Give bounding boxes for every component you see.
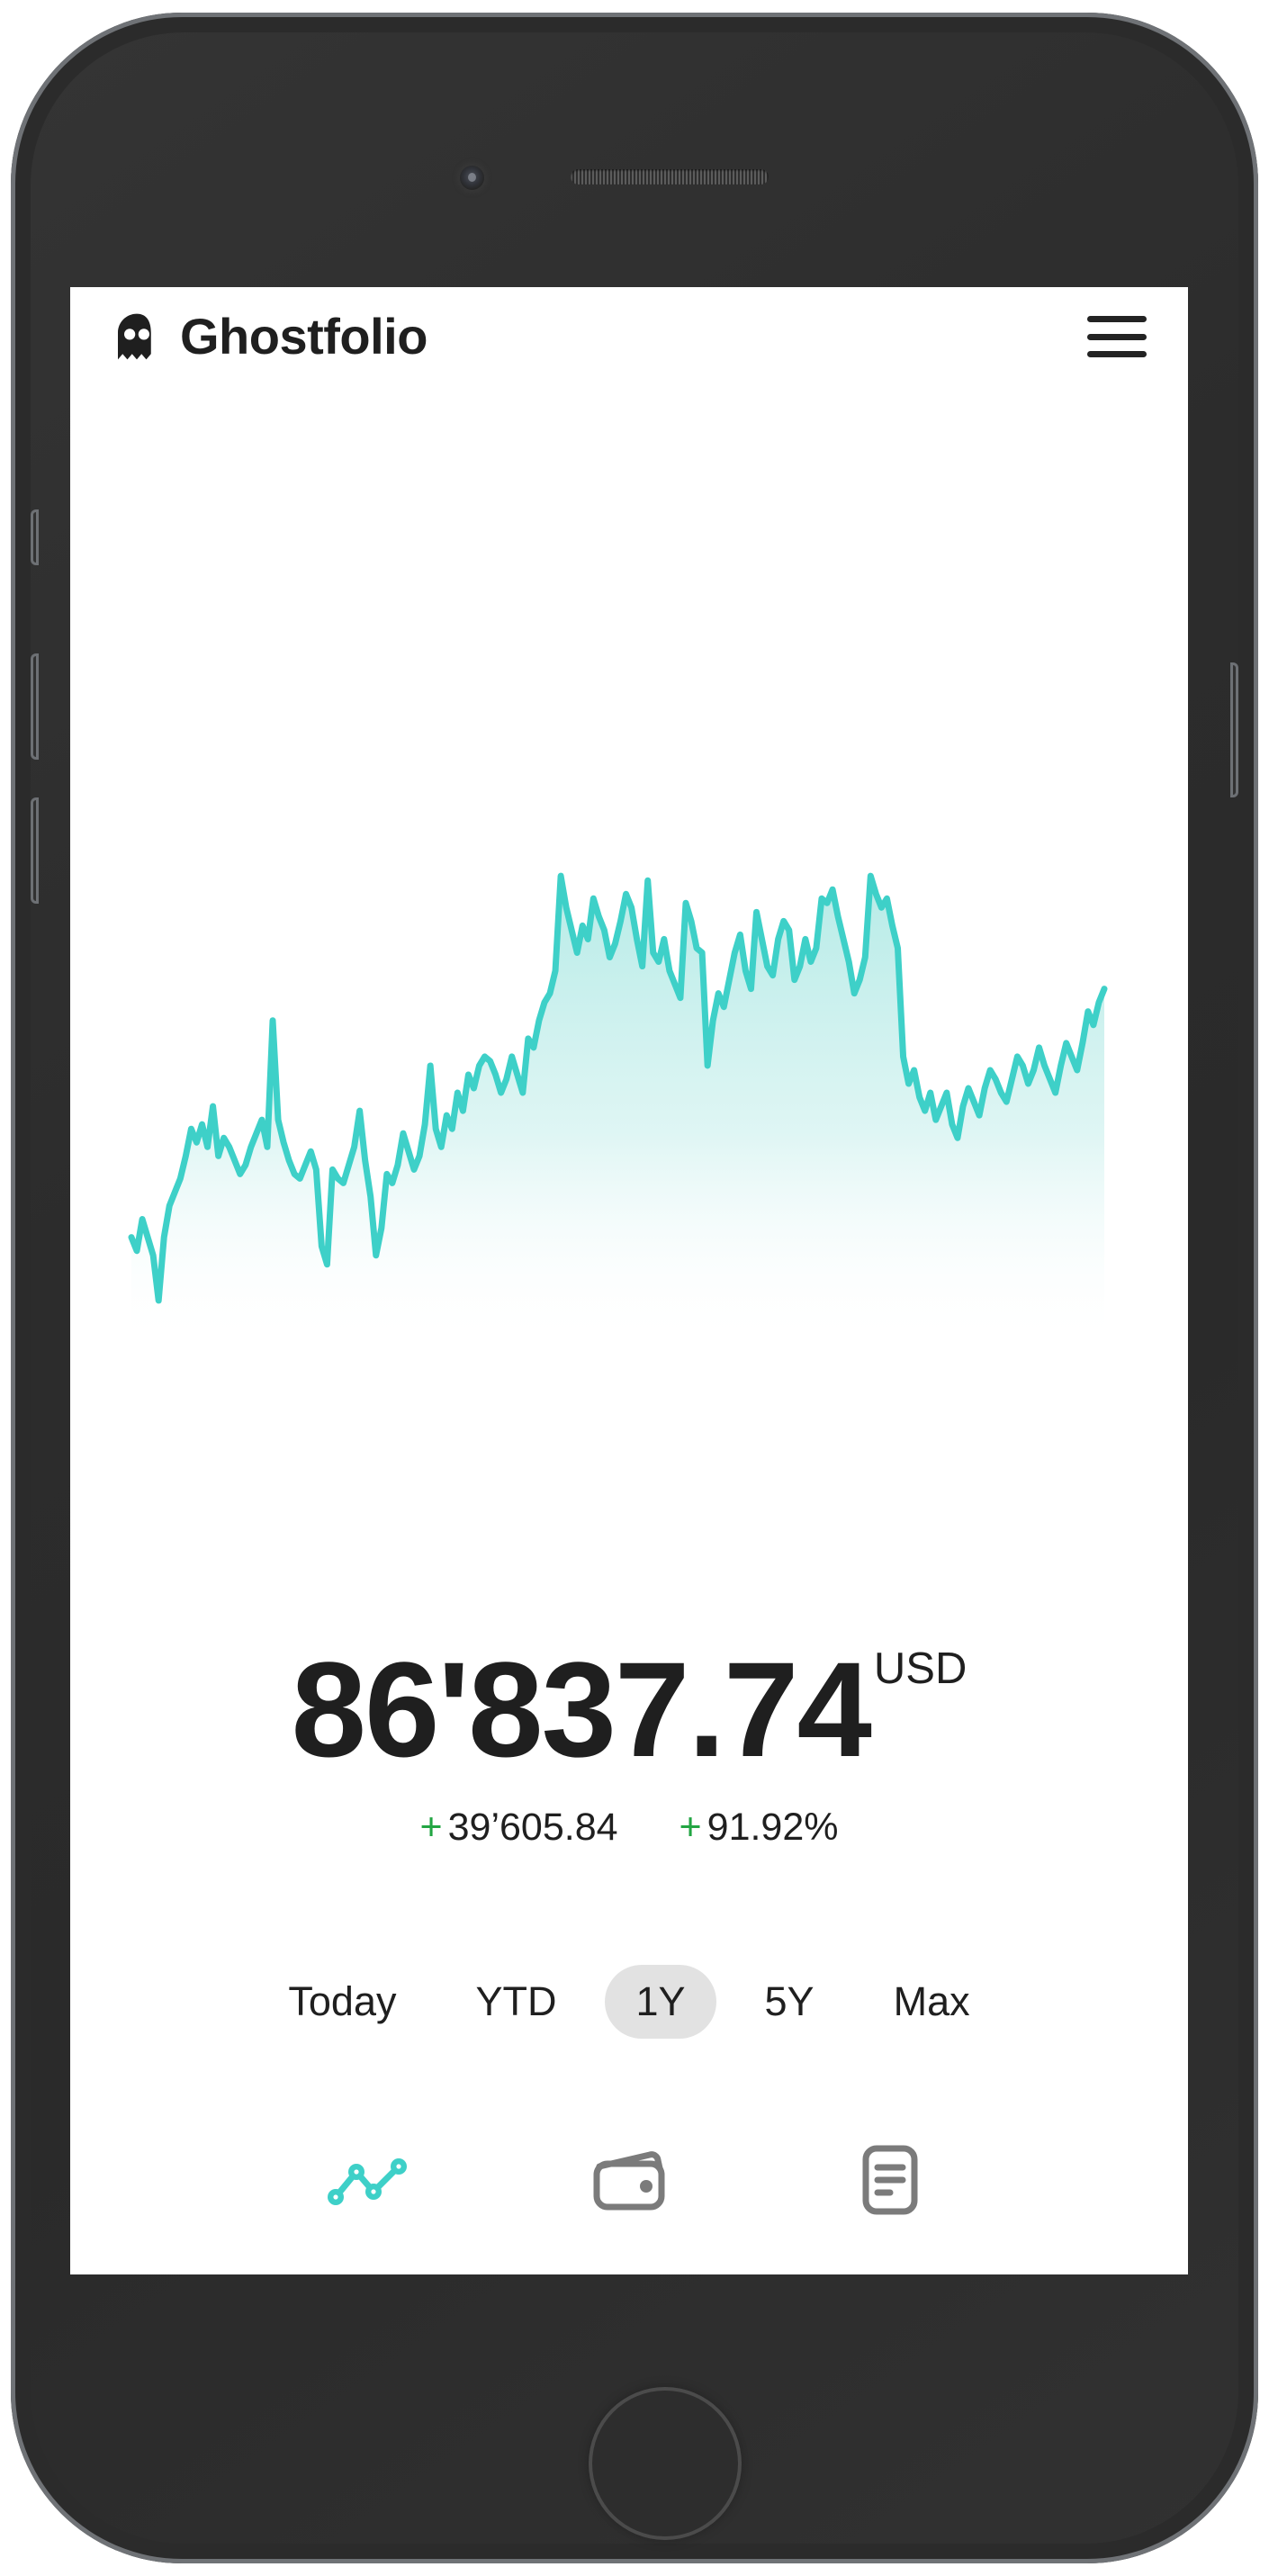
silent-switch-button[interactable]	[31, 509, 39, 565]
range-today-button[interactable]: Today	[257, 1965, 427, 2039]
front-camera-icon	[460, 166, 484, 190]
absolute-change-value: 39’605.84	[447, 1806, 618, 1849]
volume-up-button[interactable]	[31, 653, 39, 760]
app-header: Ghostfolio	[70, 287, 1188, 386]
portfolio-performance-chart[interactable]	[70, 824, 1188, 1346]
portfolio-change-row: +39’605.84 +91.92%	[70, 1806, 1188, 1850]
absolute-change-sign: +	[419, 1806, 443, 1849]
hamburger-line	[1087, 316, 1147, 322]
wallet-icon	[593, 2151, 665, 2211]
percent-change: +91.92%	[680, 1806, 839, 1850]
range-1y-button[interactable]: 1Y	[605, 1965, 716, 2039]
nav-item-accounts[interactable]	[580, 2139, 679, 2220]
portfolio-value: 86'837.74	[291, 1634, 872, 1785]
performance-area-chart	[128, 872, 1108, 1346]
portfolio-currency: USD	[873, 1644, 968, 1693]
phone-screen: Ghostfolio	[70, 287, 1188, 2274]
earpiece-speaker	[571, 169, 769, 185]
range-max-button[interactable]: Max	[863, 1965, 1001, 2039]
home-button[interactable]	[589, 2387, 742, 2540]
range-ytd-button[interactable]: YTD	[445, 1965, 587, 2039]
volume-down-button[interactable]	[31, 797, 39, 904]
app-title: Ghostfolio	[180, 308, 428, 365]
hamburger-menu-icon[interactable]	[1087, 316, 1147, 357]
date-range-selector: Today YTD 1Y 5Y Max	[70, 1965, 1188, 2039]
power-button[interactable]	[1230, 662, 1238, 797]
nav-item-activities[interactable]	[841, 2139, 940, 2220]
nav-item-home[interactable]	[319, 2139, 418, 2220]
percent-change-value: 91.92%	[706, 1806, 839, 1849]
line-chart-icon	[328, 2158, 407, 2205]
bottom-navigation	[70, 2112, 1188, 2247]
hamburger-line	[1087, 351, 1147, 357]
portfolio-value-block: 86'837.74 USD +39’605.84 +91.92%	[70, 1642, 1188, 1850]
portfolio-value-row: 86'837.74 USD	[70, 1642, 1188, 1777]
brand-logo[interactable]: Ghostfolio	[112, 311, 428, 362]
percent-change-sign: +	[679, 1806, 702, 1849]
document-list-icon	[862, 2145, 918, 2215]
ghost-icon	[118, 313, 151, 360]
absolute-change: +39’605.84	[420, 1806, 618, 1850]
hamburger-line	[1087, 333, 1147, 340]
range-5y-button[interactable]: 5Y	[734, 1965, 845, 2039]
